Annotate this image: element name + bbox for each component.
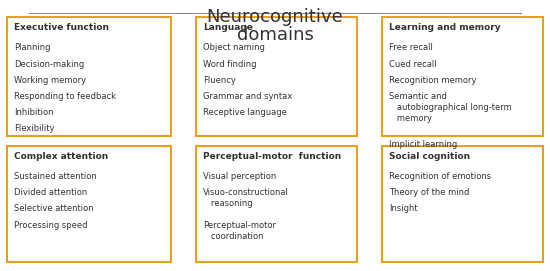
- FancyBboxPatch shape: [382, 146, 543, 262]
- FancyBboxPatch shape: [196, 18, 357, 136]
- Text: Implicit learning: Implicit learning: [389, 140, 457, 149]
- Text: Inhibition: Inhibition: [14, 108, 53, 117]
- Text: Theory of the mind: Theory of the mind: [389, 188, 469, 197]
- Text: Neurocognitive: Neurocognitive: [207, 8, 343, 26]
- Text: Perceptual-motor  function: Perceptual-motor function: [203, 152, 341, 161]
- Text: Perceptual-motor
   coordination: Perceptual-motor coordination: [203, 221, 276, 241]
- Text: Complex attention: Complex attention: [14, 152, 108, 161]
- Text: domains: domains: [236, 25, 314, 44]
- Text: Sustained attention: Sustained attention: [14, 172, 97, 181]
- FancyBboxPatch shape: [7, 146, 171, 262]
- Text: Insight: Insight: [389, 204, 417, 214]
- Text: Working memory: Working memory: [14, 76, 86, 85]
- Text: Receptive language: Receptive language: [203, 108, 287, 117]
- Text: Visuo-constructional
   reasoning: Visuo-constructional reasoning: [203, 188, 289, 208]
- Text: Responding to feedback: Responding to feedback: [14, 92, 116, 101]
- Text: Grammar and syntax: Grammar and syntax: [203, 92, 292, 101]
- Text: Recognition of emotions: Recognition of emotions: [389, 172, 491, 181]
- Text: Learning and memory: Learning and memory: [389, 23, 500, 32]
- Text: Fluency: Fluency: [203, 76, 235, 85]
- Text: Executive function: Executive function: [14, 23, 109, 32]
- Text: Language: Language: [203, 23, 252, 32]
- Text: Selective attention: Selective attention: [14, 204, 94, 214]
- FancyBboxPatch shape: [7, 18, 171, 136]
- FancyBboxPatch shape: [196, 146, 357, 262]
- Text: Flexibility: Flexibility: [14, 124, 54, 133]
- Text: Processing speed: Processing speed: [14, 221, 87, 230]
- Text: Divided attention: Divided attention: [14, 188, 87, 197]
- Text: Visual perception: Visual perception: [203, 172, 276, 181]
- Text: Planning: Planning: [14, 44, 51, 53]
- Text: Semantic and
   autobiographical long-term
   memory: Semantic and autobiographical long-term …: [389, 92, 512, 123]
- Text: Object naming: Object naming: [203, 44, 265, 53]
- Text: Social cognition: Social cognition: [389, 152, 470, 161]
- Text: Word finding: Word finding: [203, 60, 256, 69]
- FancyBboxPatch shape: [382, 18, 543, 136]
- Text: Recognition memory: Recognition memory: [389, 76, 476, 85]
- Text: Cued recall: Cued recall: [389, 60, 437, 69]
- Text: Free recall: Free recall: [389, 44, 433, 53]
- Text: Decision-making: Decision-making: [14, 60, 84, 69]
